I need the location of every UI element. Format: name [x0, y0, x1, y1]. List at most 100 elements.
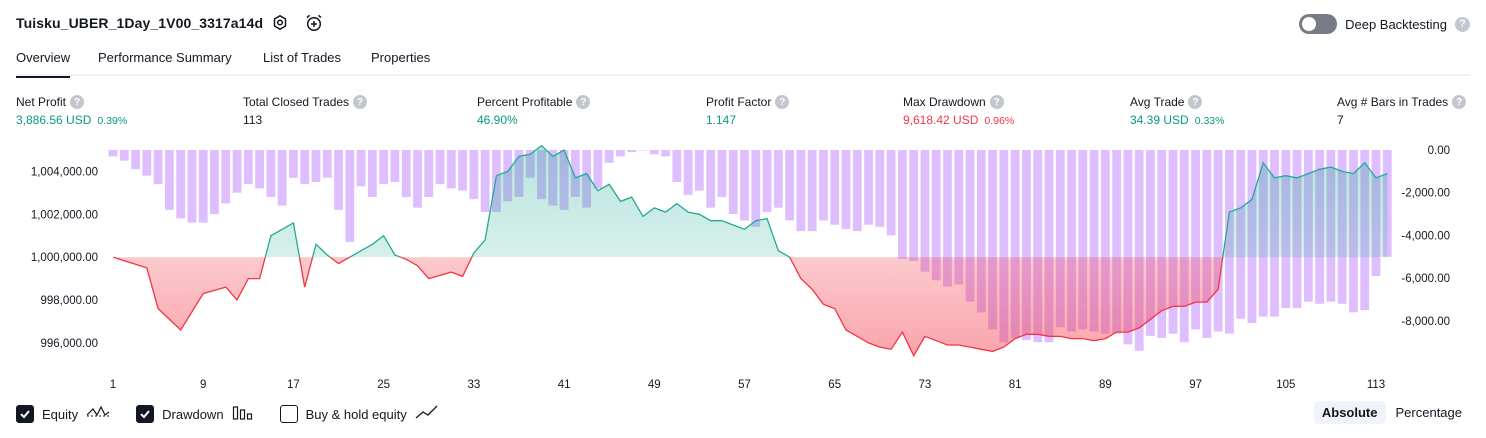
equity-area	[113, 145, 1388, 356]
equity-drawdown-chart[interactable]: 1,004,000.00 1,002,000.00 1,000,000.00 998,…	[0, 140, 1486, 395]
drawdown-bar	[1100, 150, 1110, 334]
drawdown-bar	[108, 150, 118, 157]
drawdown-bar	[1033, 150, 1043, 343]
help-icon[interactable]: ?	[576, 95, 591, 109]
equity-line-below	[112, 257, 1224, 358]
drawdown-bar	[131, 150, 140, 170]
drawdown-tick-label: -6,000.00	[1401, 273, 1450, 285]
metric-label: Max Drawdown	[903, 95, 986, 109]
help-icon[interactable]: ?	[989, 95, 1004, 109]
help-icon[interactable]: ?	[353, 95, 368, 109]
metric-total-closed-trades: Total Closed Trades? 113	[243, 94, 368, 129]
metric-max-drawdown: Max Drawdown? 9,618.42 USD 0.96%	[903, 94, 1014, 129]
drawdown-bar	[627, 150, 637, 153]
equity-tick-label: 1,004,000.00	[31, 166, 98, 178]
tab-list-of-trades[interactable]: List of Trades	[263, 50, 342, 65]
drawdown-bar	[593, 150, 603, 189]
x-tick-label: 105	[1276, 379, 1295, 391]
x-tick-label: 1	[110, 379, 116, 391]
equity-line-icon	[86, 404, 110, 425]
drawdown-bar	[841, 150, 851, 230]
drawdown-axis: 0.00 -2,000.00 -4,000.00 -6,000.00 -8,000.00	[1401, 145, 1450, 328]
metric-label: Avg Trade	[1130, 95, 1185, 109]
help-icon[interactable]: ?	[775, 95, 790, 109]
tab-properties[interactable]: Properties	[371, 50, 431, 65]
absolute-button[interactable]: Absolute	[1313, 401, 1386, 424]
drawdown-bar	[1134, 150, 1144, 351]
metric-percent: 0.33%	[1194, 115, 1225, 127]
legend-drawdown[interactable]: Drawdown	[136, 404, 253, 425]
legend-buy-hold-equity[interactable]: Buy & hold equity	[279, 404, 439, 425]
drawdown-bar	[277, 150, 287, 206]
help-icon[interactable]: ?	[1455, 16, 1470, 32]
drawdown-bar	[988, 150, 997, 330]
checkbox[interactable]	[279, 405, 298, 423]
drawdown-bar	[311, 150, 321, 183]
equity-loss-area	[113, 257, 1223, 356]
metric-value: 46.90%	[477, 113, 518, 127]
drawdown-tick-label: -2,000.00	[1401, 188, 1450, 200]
drawdown-bar	[830, 150, 840, 225]
drawdown-bar	[570, 150, 580, 197]
drawdown-bar	[413, 150, 422, 208]
metric-label: Profit Factor	[706, 95, 772, 109]
drawdown-bar	[1055, 150, 1065, 328]
metric-value: 3,886.56 USD	[16, 113, 92, 127]
x-tick-label: 41	[558, 379, 571, 391]
drawdown-bar	[717, 150, 727, 197]
drawdown-bar	[740, 150, 749, 221]
drawdown-tick-label: 0.00	[1428, 145, 1450, 157]
metric-label: Net Profit	[16, 95, 67, 109]
drawdown-bar	[728, 150, 738, 215]
x-tick-label: 25	[377, 379, 390, 391]
tab-overview[interactable]: Overview	[16, 50, 71, 78]
legend-equity[interactable]: Equity	[16, 404, 110, 425]
drawdown-bar	[266, 150, 276, 197]
gear-icon[interactable]	[270, 13, 290, 33]
help-icon[interactable]: ?	[1188, 95, 1203, 109]
drawdown-bar	[1078, 150, 1088, 330]
drawdown-bar	[796, 150, 806, 232]
drawdown-bar	[187, 150, 197, 223]
drawdown-bar	[322, 150, 332, 178]
deep-backtesting-control: Deep Backtesting ?	[1299, 13, 1470, 35]
metric-value: 9,618.42 USD	[903, 113, 979, 127]
drawdown-bar	[469, 150, 479, 200]
metric-net-profit: Net Profit? 3,886.56 USD 0.39%	[16, 94, 127, 129]
x-tick-label: 81	[1009, 379, 1022, 391]
drawdown-bar	[807, 150, 817, 232]
help-icon[interactable]: ?	[1452, 95, 1467, 109]
deep-backtesting-label: Deep Backtesting	[1345, 16, 1447, 32]
help-icon[interactable]: ?	[70, 95, 85, 109]
drawdown-bar	[458, 150, 467, 191]
drawdown-bar	[198, 150, 208, 223]
drawdown-bar	[243, 150, 253, 185]
metric-percent: 0.96%	[984, 115, 1015, 127]
equity-axis: 1,004,000.00 1,002,000.00 1,000,000.00 998,…	[31, 166, 98, 350]
equity-profit-area	[113, 145, 1388, 258]
trade-number-axis: 1 9 17 25 33 41 49 57 65 73 81 89 97 105 113	[110, 379, 1385, 391]
drawdown-bar	[390, 150, 400, 183]
drawdown-bar	[661, 150, 670, 157]
drawdown-bar	[706, 150, 716, 208]
buy-hold-line-icon	[415, 404, 439, 425]
deep-backtesting-toggle[interactable]	[1299, 14, 1338, 34]
percentage-button[interactable]: Percentage	[1395, 405, 1463, 420]
alarm-clock-plus-icon[interactable]	[304, 13, 324, 33]
legend-label: Buy & hold equity	[305, 406, 407, 422]
drawdown-bar	[221, 150, 231, 204]
x-tick-label: 17	[287, 379, 300, 391]
toggle-knob	[1302, 17, 1317, 31]
drawdown-bar	[255, 150, 264, 189]
drawdown-bar	[1191, 150, 1200, 330]
metric-label: Avg # Bars in Trades	[1337, 95, 1449, 109]
x-tick-label: 73	[919, 379, 932, 391]
drawdown-bar	[965, 150, 975, 302]
drawdown-bar	[345, 150, 355, 242]
view-mode-switch: Absolute Percentage	[1312, 401, 1470, 424]
tab-performance-summary[interactable]: Performance Summary	[98, 50, 232, 65]
checkbox[interactable]	[136, 405, 155, 423]
drawdown-tick-label: -4,000.00	[1401, 230, 1450, 242]
metric-value: 113	[243, 113, 263, 127]
checkbox[interactable]	[16, 405, 34, 423]
